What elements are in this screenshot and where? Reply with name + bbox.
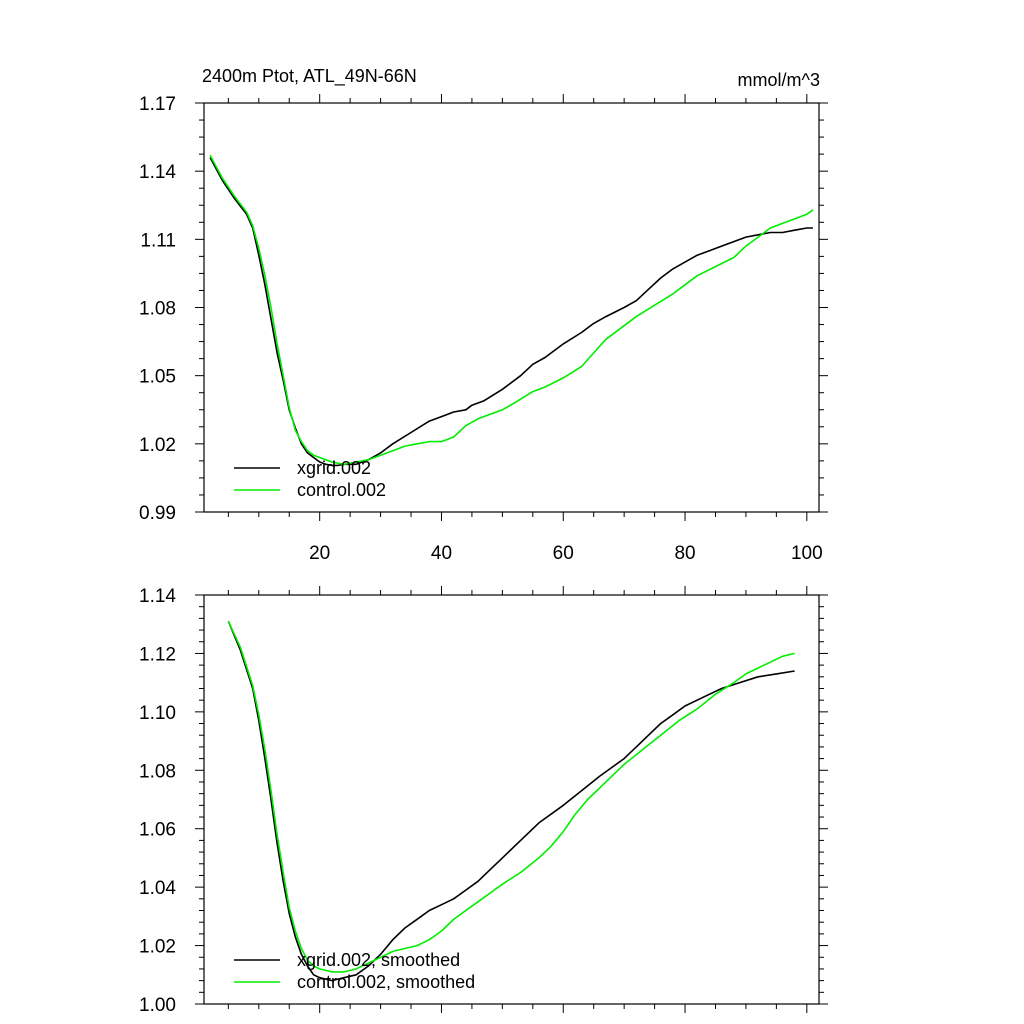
y-tick-label: 1.02 (139, 435, 176, 456)
series-line-0 (227, 620, 795, 982)
y-tick-label: 1.10 (139, 703, 176, 724)
top-panel-ticks: 0.99 1.02 1.05 1.08 1.11 1.14 1.17 20 40 60 80 100 (139, 94, 828, 564)
y-tick-label: 1.05 (139, 367, 176, 388)
y-tick-label: 1.04 (139, 878, 176, 899)
y-tick-label: 0.99 (139, 503, 176, 524)
y-tick-label: 1.08 (139, 299, 176, 320)
series-line-1 (227, 620, 795, 973)
top-panel-series-lines (209, 154, 814, 467)
y-tick-label: 1.14 (139, 586, 176, 607)
y-tick-label: 1.17 (139, 94, 176, 115)
top-panel-title: 2400m Ptot, ATL_49N-66N (202, 66, 417, 87)
x-tick-label: 60 (553, 543, 574, 564)
y-tick-label: 1.11 (140, 230, 176, 251)
y-tick-label: 1.00 (139, 995, 176, 1016)
top-panel-plot-frame (203, 102, 820, 513)
top-panel: 2400m Ptot, ATL_49N-66N mmol/m^3 0.99 1.0… (139, 66, 828, 564)
y-tick-label: 1.08 (139, 761, 176, 782)
x-tick-label: 40 (431, 543, 452, 564)
y-tick-label: 1.12 (139, 644, 176, 665)
series-line-0 (209, 157, 813, 467)
y-tick-label: 1.06 (139, 820, 176, 841)
x-tick-label: 80 (674, 543, 695, 564)
y-tick-label: 1.14 (139, 162, 176, 183)
legend-label-1: control.002, smoothed (297, 972, 475, 992)
series-line-1 (209, 154, 814, 466)
x-tick-label: 100 (791, 543, 823, 564)
bottom-panel-series-lines (227, 620, 795, 982)
legend-label-0: xgrid.002 (297, 458, 371, 478)
legend-label-1: control.002 (297, 480, 386, 500)
top-panel-units: mmol/m^3 (738, 70, 820, 90)
bottom-panel-ticks: 1.00 1.02 1.04 1.06 1.08 1.10 1.12 1.14 (139, 586, 828, 1016)
legend-label-0: xgrid.002, smoothed (297, 950, 460, 970)
bottom-panel: 1.00 1.02 1.04 1.06 1.08 1.10 1.12 1.14 xgrid.0… (139, 586, 828, 1016)
y-tick-label: 1.02 (139, 937, 176, 958)
bottom-panel-plot-frame (203, 594, 820, 1005)
x-tick-label: 20 (309, 543, 330, 564)
